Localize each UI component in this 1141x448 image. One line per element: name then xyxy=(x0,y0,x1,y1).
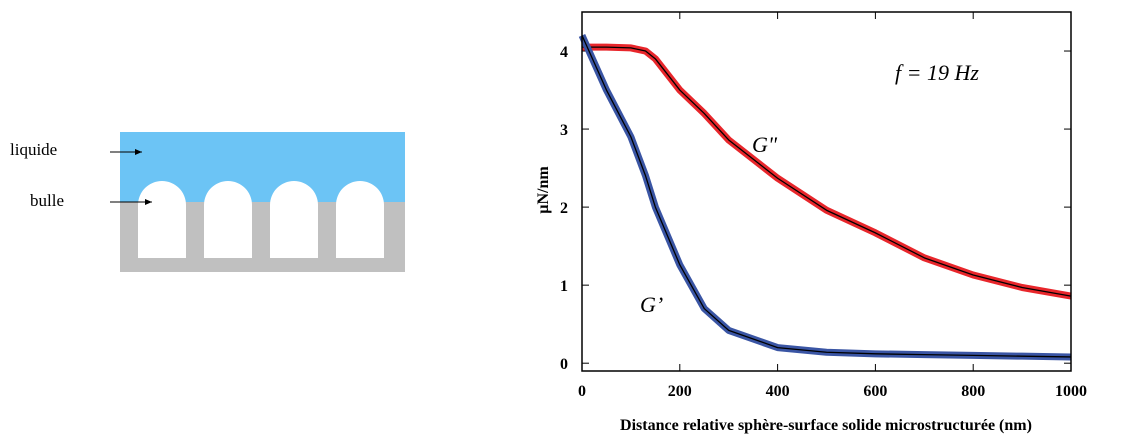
label: bulle xyxy=(30,191,64,210)
series-label: G’ xyxy=(640,292,663,317)
series-label: G" xyxy=(752,132,778,157)
fit-line xyxy=(581,35,1072,358)
plot-frame xyxy=(581,11,1072,372)
arrow-head xyxy=(145,199,152,205)
data-band xyxy=(582,43,1072,300)
y-tick-label: 0 xyxy=(560,356,568,373)
x-tick-label: 0 xyxy=(578,383,586,400)
y-axis-label: µN/nm xyxy=(535,166,552,214)
y-tick-label: 3 xyxy=(560,122,568,139)
y-tick-label: 4 xyxy=(560,44,568,61)
arrow-head xyxy=(135,149,142,155)
x-axis-label: Distance relative sphère-surface solide … xyxy=(620,417,1032,434)
annotation: f = 19 Hz xyxy=(895,60,979,85)
y-tick-label: 2 xyxy=(560,200,568,217)
diagram: liquide bulle xyxy=(10,132,405,272)
bubbles xyxy=(138,181,384,258)
x-tick-label: 400 xyxy=(766,383,790,400)
x-tick-label: 1000 xyxy=(1055,383,1087,400)
x-tick-label: 800 xyxy=(961,383,985,400)
x-tick-label: 200 xyxy=(668,383,692,400)
label: liquide xyxy=(10,140,57,159)
y-tick-label: 1 xyxy=(560,278,568,295)
x-tick-label: 600 xyxy=(863,383,887,400)
fit-line xyxy=(582,46,1072,297)
